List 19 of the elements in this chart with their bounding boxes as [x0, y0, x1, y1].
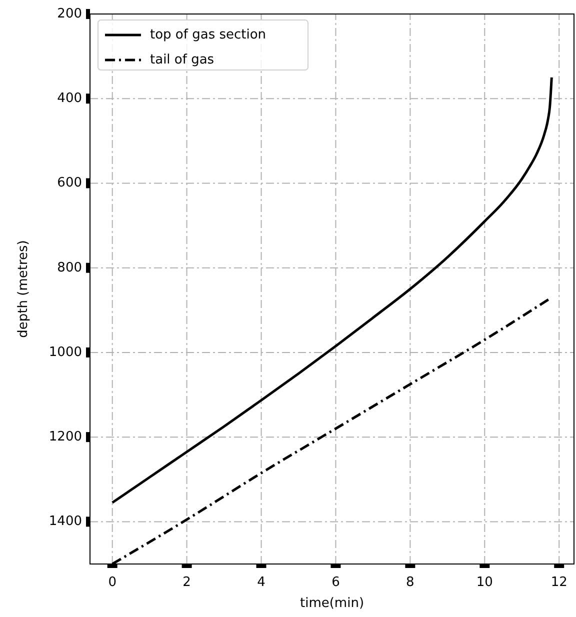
legend-label: tail of gas [150, 52, 214, 68]
x-tick-label: 8 [406, 575, 414, 590]
y-tick-label: 200 [57, 6, 82, 22]
x-axis-title: time(min) [300, 596, 364, 611]
y-tick-label: 1000 [48, 344, 82, 360]
y-tick-label: 1400 [48, 514, 82, 530]
x-tick-label: 4 [257, 575, 266, 590]
x-tick-label: 10 [476, 575, 493, 590]
y-tick-label: 400 [57, 91, 82, 106]
x-tick-label: 0 [108, 575, 116, 590]
y-tick-label: 800 [57, 260, 82, 276]
legend-label: top of gas section [150, 28, 266, 42]
y-tick-label: 1200 [48, 430, 82, 445]
x-tick-label: 12 [550, 575, 568, 590]
y-axis-title: depth (metres) [16, 240, 31, 338]
line-series [111, 76, 553, 504]
x-tick-label: 6 [332, 575, 340, 590]
y-tick-label: 600 [57, 176, 82, 191]
x-tick-label: 2 [182, 575, 191, 590]
